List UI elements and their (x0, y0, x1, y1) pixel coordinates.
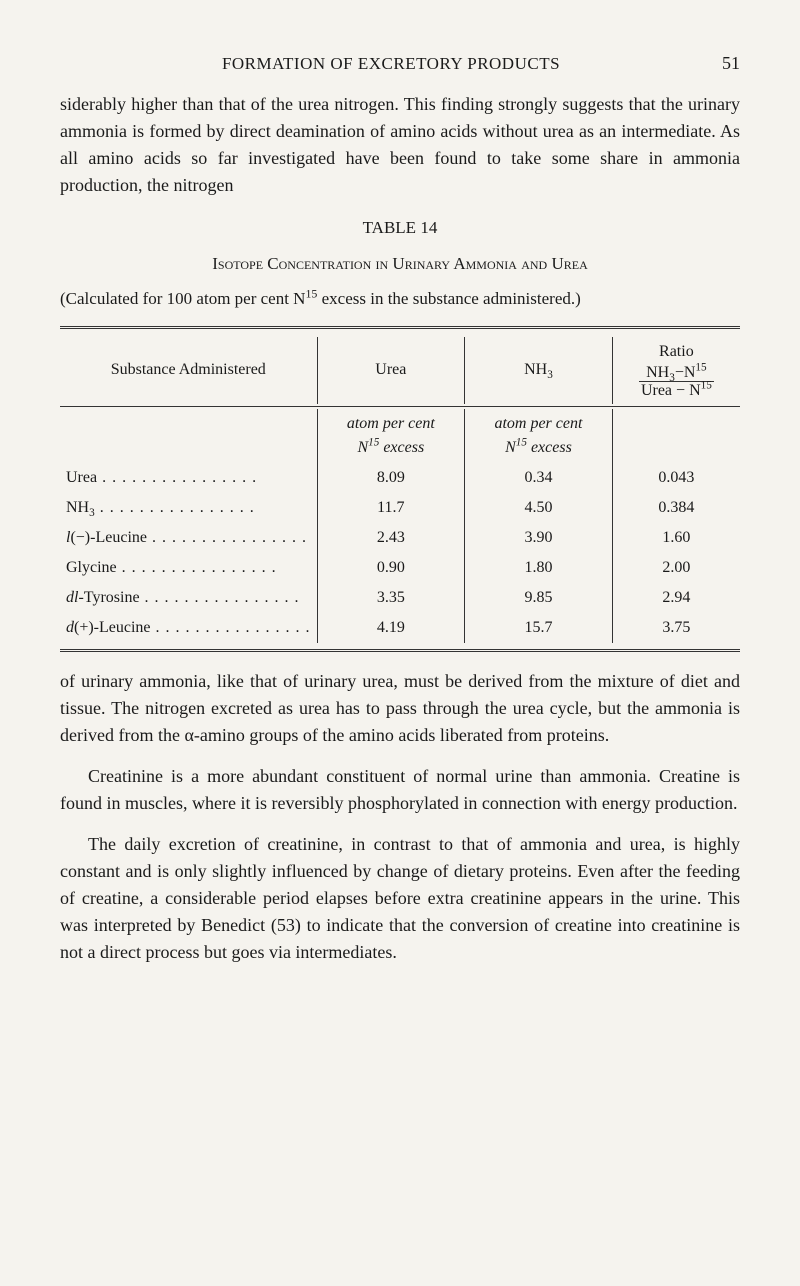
urea-cell: 8.09 (317, 463, 465, 493)
nh3-cell: 1.80 (465, 553, 613, 583)
ratio-cell: 2.00 (612, 553, 740, 583)
table-row: dl-Tyrosine3.359.852.94 (60, 583, 740, 613)
table-note: (Calculated for 100 atom per cent N15 ex… (60, 286, 740, 312)
col-header-substance: Substance Administered (60, 337, 317, 404)
table-top-rule (60, 326, 740, 329)
substance-cell: d(+)-Leucine (60, 613, 317, 643)
ratio-cell: 0.043 (612, 463, 740, 493)
nh3-cell: 4.50 (465, 493, 613, 523)
nh3-cell: 9.85 (465, 583, 613, 613)
table-title: Isotope Concentration in Urinary Ammonia… (60, 251, 740, 277)
table-header-row: Substance Administered Urea NH3 Ratio NH… (60, 337, 740, 404)
table-row: d(+)-Leucine4.1915.73.75 (60, 613, 740, 643)
urea-cell: 2.43 (317, 523, 465, 553)
col-header-urea: Urea (317, 337, 465, 404)
table-label: TABLE 14 (60, 215, 740, 241)
table-bottom-rule (60, 649, 740, 652)
ratio-cell: 2.94 (612, 583, 740, 613)
urea-cell: 4.19 (317, 613, 465, 643)
ratio-cell: 3.75 (612, 613, 740, 643)
ratio-cell: 0.384 (612, 493, 740, 523)
isotope-table: Substance Administered Urea NH3 Ratio NH… (60, 337, 740, 643)
substance-cell: dl-Tyrosine (60, 583, 317, 613)
col-header-ratio: Ratio NH3−N15 Urea − N15 (612, 337, 740, 404)
paragraph-3: Creatinine is a more abundant constituen… (60, 763, 740, 817)
substance-cell: Glycine (60, 553, 317, 583)
ratio-cell: 1.60 (612, 523, 740, 553)
paragraph-4: The daily excretion of creatinine, in co… (60, 831, 740, 966)
col-header-nh3: NH3 (465, 337, 613, 404)
paragraph-2: of urinary ammonia, like that of urinary… (60, 668, 740, 749)
running-head: FORMATION OF EXCRETORY PRODUCTS (60, 51, 722, 77)
table-row: Glycine0.901.802.00 (60, 553, 740, 583)
table-row: l(−)-Leucine2.433.901.60 (60, 523, 740, 553)
nh3-cell: 3.90 (465, 523, 613, 553)
substance-cell: NH3 (60, 493, 317, 523)
urea-cell: 3.35 (317, 583, 465, 613)
urea-cell: 11.7 (317, 493, 465, 523)
nh3-cell: 15.7 (465, 613, 613, 643)
substance-cell: l(−)-Leucine (60, 523, 317, 553)
urea-cell: 0.90 (317, 553, 465, 583)
table-row: NH311.74.500.384 (60, 493, 740, 523)
substance-cell: Urea (60, 463, 317, 493)
table-row: Urea8.090.340.043 (60, 463, 740, 493)
page-number: 51 (722, 50, 740, 77)
paragraph-1: siderably higher than that of the urea n… (60, 91, 740, 199)
unit-row: atom per cent N15 excess atom per cent N… (60, 409, 740, 463)
page-header: FORMATION OF EXCRETORY PRODUCTS 51 (60, 50, 740, 77)
nh3-cell: 0.34 (465, 463, 613, 493)
